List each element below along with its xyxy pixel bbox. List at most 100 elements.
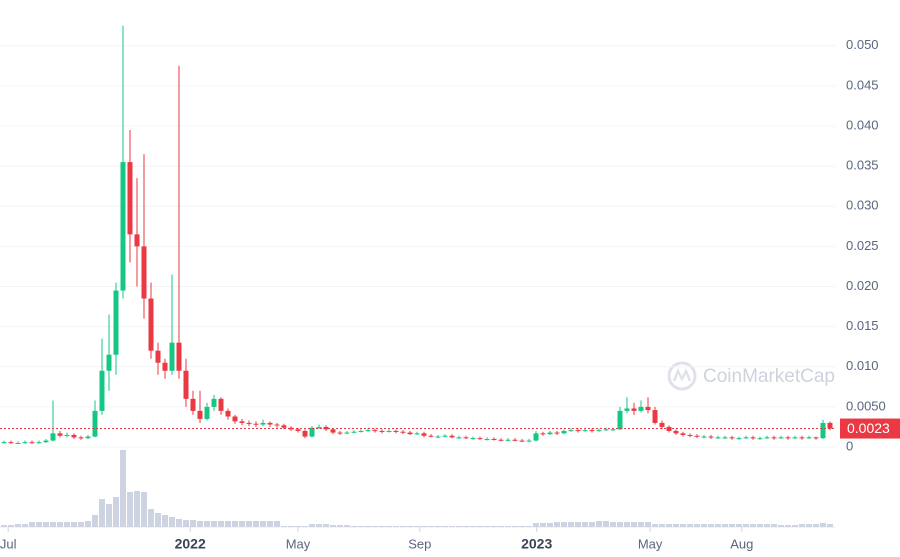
volume-bar: [498, 526, 504, 527]
volume-bar: [806, 524, 813, 527]
y-tick-label: 0.045: [846, 77, 879, 92]
y-tick-label: 0.020: [846, 278, 879, 293]
volume-bar: [196, 521, 203, 527]
candle-body: [365, 430, 371, 432]
candle-body: [330, 429, 336, 433]
volume-bar: [736, 524, 743, 527]
candle-body: [568, 430, 574, 432]
candle-body: [463, 437, 469, 439]
candle-body: [820, 422, 826, 439]
candle-body: [554, 432, 560, 434]
volume-bar: [533, 523, 540, 527]
volume-bar: [757, 524, 764, 527]
volume-bar: [343, 525, 350, 527]
candle-body: [533, 433, 539, 441]
volume-bar: [168, 517, 175, 527]
candle-body: [680, 433, 686, 435]
volume-bar: [778, 525, 785, 527]
volume-bar: [743, 524, 750, 527]
candle-body: [8, 442, 14, 444]
volume-bar: [827, 524, 834, 527]
candle-body: [484, 438, 490, 440]
volume-bar: [350, 526, 357, 527]
volume-bar: [638, 522, 645, 527]
candle-body: [505, 439, 511, 441]
candle-body: [1, 442, 7, 444]
volume-bar: [308, 524, 315, 527]
candle-body: [561, 430, 567, 434]
volume-bar: [217, 521, 224, 527]
candle-body: [631, 408, 637, 411]
volume-bar: [70, 522, 77, 527]
volume-bar: [336, 525, 343, 527]
volume-bar: [645, 522, 652, 527]
candle-body: [764, 437, 770, 439]
volume-bar: [119, 450, 126, 527]
volume-bar: [154, 513, 161, 527]
candle-body: [736, 438, 742, 440]
volume-bar: [21, 524, 28, 527]
candle-body: [792, 437, 798, 439]
candle-body: [113, 290, 119, 355]
volume-bar: [35, 522, 42, 527]
candle-body: [288, 427, 294, 430]
candle-body: [477, 438, 483, 440]
volume-bar: [785, 525, 792, 527]
candle-body: [610, 429, 616, 431]
candle-body: [813, 437, 819, 439]
candle-body: [708, 436, 714, 438]
candle-body: [778, 437, 784, 439]
candle-body: [253, 423, 259, 425]
volume-bar: [413, 526, 420, 527]
candle-body: [750, 437, 756, 439]
candle-body: [351, 431, 357, 433]
volume-bar: [715, 524, 722, 527]
volume-bar: [91, 515, 98, 527]
volume-bar: [680, 524, 687, 527]
volume-bar: [624, 522, 631, 527]
candle-body: [267, 422, 273, 425]
candle-body: [57, 433, 63, 436]
candle-body: [435, 436, 441, 438]
watermark-logo: [667, 361, 697, 391]
volume-bar: [14, 524, 21, 527]
volume-bar: [617, 522, 624, 527]
volume-bar: [729, 524, 736, 527]
volume-bar: [694, 524, 701, 527]
volume-bar: [238, 521, 245, 527]
candle-body: [428, 435, 434, 437]
volume-bar: [273, 521, 280, 527]
candle-body: [239, 421, 245, 423]
candle-body: [134, 234, 140, 247]
candle-body: [120, 162, 126, 291]
volume-bar: [582, 522, 589, 527]
current-price-label: 0.0023: [847, 420, 890, 436]
volume-bar: [77, 522, 84, 527]
volume-bar: [133, 491, 140, 527]
candle-body: [372, 430, 378, 432]
candle-body: [344, 432, 350, 434]
volume-bar: [210, 521, 217, 527]
volume-bar: [371, 526, 378, 527]
volume-bar: [771, 524, 778, 527]
candle-body: [526, 440, 532, 442]
volume-bar: [820, 523, 827, 527]
volume-bar: [224, 521, 231, 527]
volume-bar: [161, 515, 168, 527]
volume-bar: [512, 526, 519, 527]
y-tick-label: 0.025: [846, 238, 879, 253]
volume-bar: [799, 524, 806, 527]
volume-bar: [56, 522, 63, 527]
candle-body: [645, 406, 651, 411]
y-tick-label: 0.040: [846, 117, 879, 132]
volume-bar: [476, 526, 483, 527]
candle-body: [589, 430, 595, 432]
volume-bar: [287, 526, 294, 527]
volume-bar: [399, 526, 406, 527]
volume-bar: [259, 521, 266, 527]
candle-body: [106, 354, 112, 371]
x-tick-label: Jul: [0, 536, 17, 551]
candle-body: [225, 410, 231, 417]
candle-body: [757, 438, 763, 440]
y-tick-label: 0.0050: [846, 398, 886, 413]
